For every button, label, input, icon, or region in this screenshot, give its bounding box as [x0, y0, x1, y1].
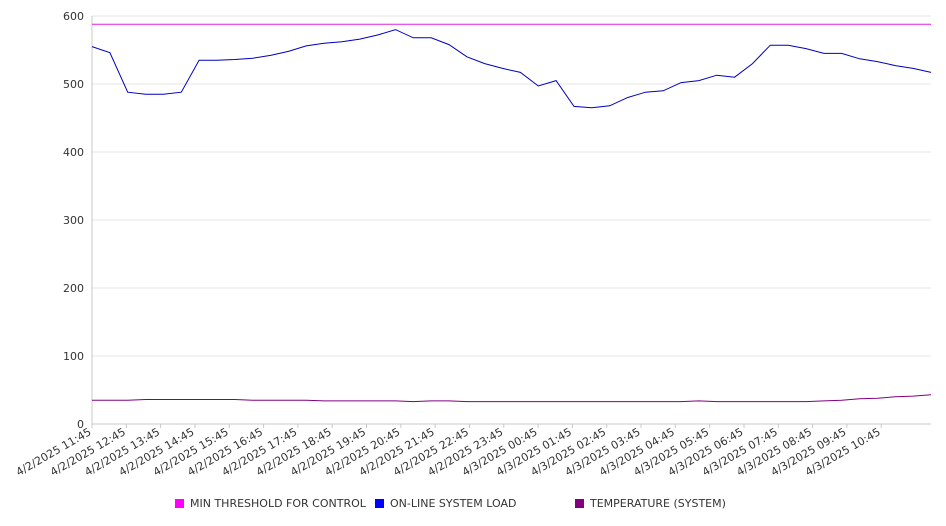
- legend-label: ON-LINE SYSTEM LOAD: [390, 497, 517, 510]
- y-tick-label: 0: [77, 418, 84, 431]
- x-tick-labels: 4/2/2025 11:454/2/2025 12:454/2/2025 13:…: [14, 424, 883, 479]
- y-tick-label: 400: [63, 146, 84, 159]
- gridlines: [92, 15, 931, 357]
- legend-item[interactable]: MIN THRESHOLD FOR CONTROL: [175, 497, 366, 510]
- series-line-on-line-system-load: [91, 29, 932, 109]
- y-tick-label: 600: [63, 10, 84, 23]
- legend: MIN THRESHOLD FOR CONTROL ON-LINE SYSTEM …: [0, 497, 946, 515]
- legend-label: MIN THRESHOLD FOR CONTROL: [190, 497, 366, 510]
- legend-swatch: [175, 499, 184, 508]
- y-tick-label: 100: [63, 350, 84, 363]
- axes: [91, 16, 931, 425]
- series-line-temperature-system: [92, 394, 932, 403]
- y-tick-label: 500: [63, 78, 84, 91]
- legend-label: TEMPERATURE (SYSTEM): [590, 497, 726, 510]
- y-tick-label: 300: [63, 214, 84, 227]
- y-tick-labels: 0 100 200 300 400 500 600: [63, 10, 84, 431]
- legend-swatch: [375, 499, 384, 508]
- legend-item[interactable]: ON-LINE SYSTEM LOAD: [375, 497, 516, 510]
- legend-swatch: [575, 499, 584, 508]
- legend-item[interactable]: TEMPERATURE (SYSTEM): [575, 497, 726, 510]
- series-lines: [91, 23, 932, 403]
- y-tick-label: 200: [63, 282, 84, 295]
